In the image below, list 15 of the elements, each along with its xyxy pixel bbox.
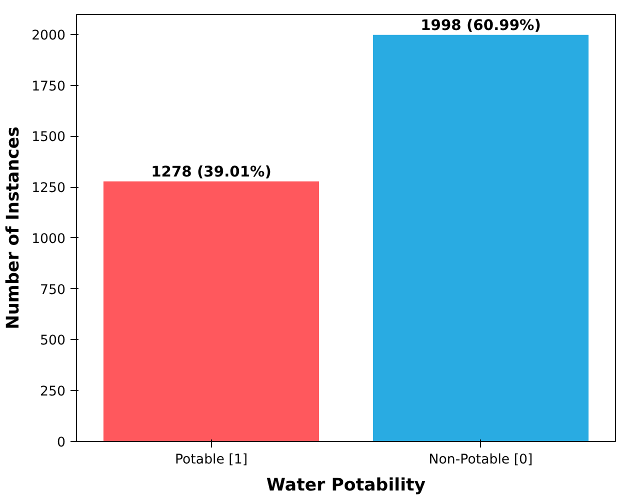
y-tick-label: 750 <box>40 282 66 298</box>
x-tick-label: Potable [1] <box>174 452 248 468</box>
y-tick-label: 0 <box>57 436 66 450</box>
x-tick-label: Non-Potable [0] <box>428 452 533 468</box>
data-label: 1998 (60.99%) <box>420 16 541 34</box>
y-tick-label: 1000 <box>32 232 66 247</box>
y-axis-title: Number of Instances <box>4 126 24 330</box>
y-tick-label: 250 <box>40 384 66 400</box>
y-tick-label: 1500 <box>32 130 66 146</box>
y-tick-label: 1250 <box>32 181 66 196</box>
data-label: 1278 (39.01%) <box>151 163 272 180</box>
x-axis-title: Water Potability <box>266 476 426 496</box>
y-tick-label: 500 <box>40 334 66 349</box>
y-tick-label: 1750 <box>32 79 66 94</box>
y-tick-label: 2000 <box>32 28 66 44</box>
